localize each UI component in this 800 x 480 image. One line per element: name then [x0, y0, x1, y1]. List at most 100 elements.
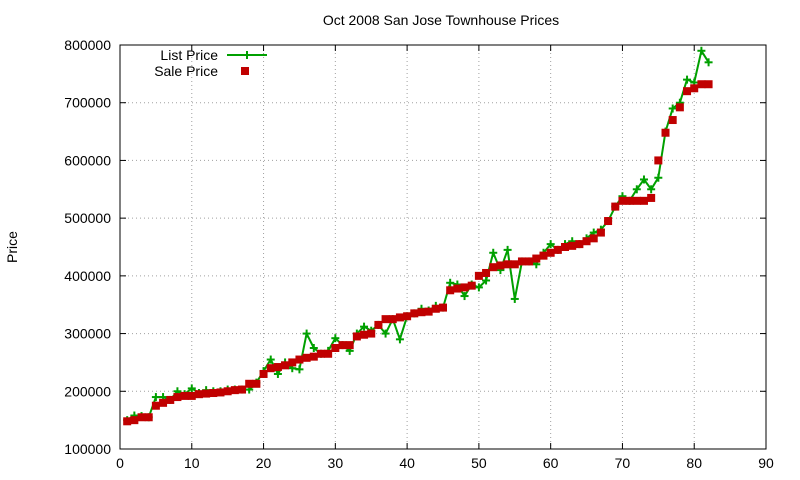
sale-price-point: [180, 391, 189, 400]
sale-price-point: [316, 349, 325, 358]
sale-price-point: [482, 268, 491, 277]
sale-price-point: [596, 228, 605, 237]
list-price-point: [482, 276, 491, 285]
sale-price-point: [424, 307, 433, 316]
sale-price-point: [639, 196, 648, 205]
sale-price-point: [288, 358, 297, 367]
list-price-point: [639, 175, 648, 184]
sale-price-point: [632, 196, 641, 205]
sale-price-point: [137, 413, 146, 422]
sale-price-point: [223, 387, 232, 396]
sale-price-point: [331, 344, 340, 352]
sale-price-point: [489, 263, 498, 272]
x-tick-label: 10: [184, 455, 200, 471]
list-price-point: [187, 384, 196, 393]
sale-price-point: [431, 304, 440, 313]
x-tick-label: 50: [471, 455, 487, 471]
sale-price-point: [130, 416, 139, 425]
list-price-point: [381, 329, 390, 338]
sale-price-point: [625, 196, 634, 205]
sale-price-point: [611, 202, 620, 211]
list-price-point: [632, 185, 641, 194]
list-price-point: [683, 75, 692, 84]
list-price-point: [474, 283, 483, 292]
legend-label: Sale Price: [154, 63, 218, 79]
list-price-point: [697, 46, 706, 55]
list-price-point: [151, 393, 160, 402]
sale-price-point: [704, 80, 713, 89]
list-price-point: [395, 335, 404, 344]
list-price-point: [460, 292, 469, 301]
sale-price-point: [309, 352, 318, 361]
sale-price-point: [395, 313, 404, 322]
sale-price-point: [690, 84, 699, 93]
legend-label: List Price: [160, 47, 218, 63]
legend-plus-marker: [243, 51, 251, 59]
list-price-point: [489, 248, 498, 257]
sale-price-point: [216, 388, 225, 397]
y-tick-label: 600000: [64, 152, 111, 168]
axis-ticks: 0 10 20 30 40 50 60 70 80 90 100000 200000 300000 400…: [64, 37, 774, 471]
y-tick-label: 700000: [64, 95, 111, 111]
sale-price-point: [245, 379, 254, 388]
list-price-point: [668, 104, 677, 113]
sale-price-series: [123, 80, 713, 426]
y-tick-label: 800000: [64, 37, 111, 53]
y-axis-label: Price: [4, 231, 20, 263]
sale-price-point: [582, 237, 591, 246]
sale-price-point: [202, 389, 211, 398]
series-layer: [123, 46, 713, 426]
sale-price-point: [510, 260, 519, 269]
plot-frame: [119, 44, 767, 450]
sale-price-point: [302, 353, 311, 362]
sale-price-point: [123, 417, 132, 426]
sale-price-point: [194, 390, 203, 399]
sale-price-point: [618, 196, 627, 205]
x-tick-label: 30: [328, 455, 344, 471]
sale-price-point: [474, 271, 483, 280]
list-price-point: [510, 294, 519, 303]
chart-title: Oct 2008 San Jose Townhouse Prices: [323, 12, 559, 28]
sale-price-point: [273, 363, 282, 372]
x-tick-label: 60: [543, 455, 559, 471]
sale-price-point: [647, 193, 656, 202]
sale-price-point: [568, 241, 577, 250]
sale-price-point: [697, 80, 706, 89]
sale-price-point: [388, 315, 397, 324]
list-price-point: [546, 240, 555, 249]
sale-price-point: [144, 413, 153, 422]
sale-price-point: [367, 329, 376, 338]
sale-price-point: [675, 103, 684, 112]
sale-price-point: [553, 245, 562, 254]
sale-price-point: [338, 341, 347, 350]
x-tick-label: 80: [686, 455, 702, 471]
sale-price-point: [417, 308, 426, 317]
list-price-point: [647, 185, 656, 194]
sale-price-point: [360, 330, 369, 339]
list-price-point: [295, 365, 304, 374]
sale-price-point: [374, 320, 383, 329]
list-price-point: [266, 355, 275, 364]
sale-price-point: [467, 281, 476, 290]
sale-price-point: [159, 398, 168, 407]
sale-price-point: [561, 243, 570, 251]
y-tick-label: 500000: [64, 210, 111, 226]
sale-price-point: [252, 379, 261, 388]
grid: [120, 45, 766, 449]
sale-price-point: [668, 116, 677, 125]
list-price-series: [123, 46, 713, 425]
sale-price-point: [295, 355, 304, 364]
sale-price-point: [381, 315, 390, 324]
y-tick-label: 300000: [64, 326, 111, 342]
sale-price-point: [503, 260, 512, 269]
sale-price-point: [238, 385, 247, 394]
list-price-point: [704, 58, 713, 67]
x-tick-label: 70: [615, 455, 631, 471]
sale-price-point: [173, 393, 182, 402]
sale-price-point: [345, 341, 354, 350]
list-price-point: [273, 369, 282, 378]
sale-price-point: [604, 217, 613, 226]
sale-price-point: [187, 391, 196, 400]
